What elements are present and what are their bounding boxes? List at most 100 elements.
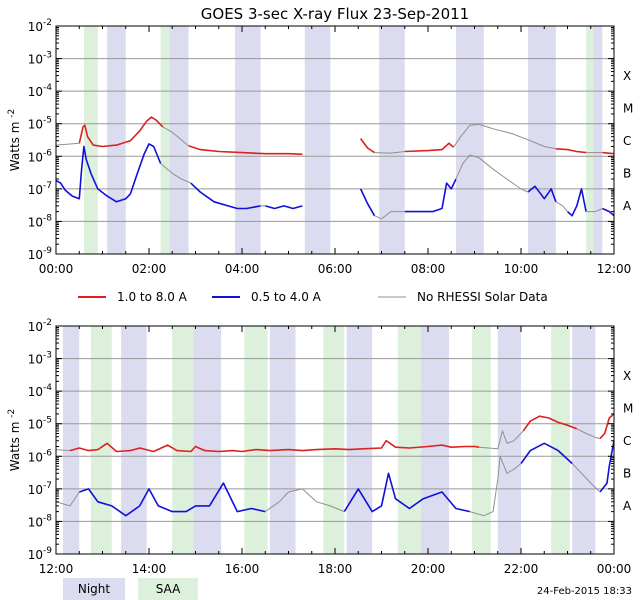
series-line bbox=[374, 211, 405, 220]
x-tick-label: 22:00 bbox=[504, 562, 539, 576]
night-band bbox=[572, 326, 596, 554]
x-tick-label: 14:00 bbox=[132, 562, 167, 576]
night-band bbox=[167, 26, 189, 254]
series-line bbox=[359, 138, 375, 154]
night-band bbox=[235, 26, 261, 254]
y-tick-label: 10-6 bbox=[28, 448, 53, 464]
x-tick-label: 04:00 bbox=[225, 262, 260, 276]
flare-class-label: X bbox=[623, 369, 631, 383]
x-tick-label: 18:00 bbox=[318, 562, 353, 576]
y-tick-label: 10-4 bbox=[28, 383, 53, 399]
series-line bbox=[520, 442, 573, 465]
series-line bbox=[79, 482, 266, 517]
night-swatch bbox=[63, 578, 125, 600]
series-line bbox=[586, 208, 603, 213]
x-tick-label: 06:00 bbox=[318, 262, 353, 276]
legend: 1.0 to 8.0 A 0.5 to 4.0 A No RHESSI Solar … bbox=[78, 290, 548, 304]
y-tick-label: 10-3 bbox=[28, 351, 52, 367]
saa-band bbox=[472, 326, 491, 554]
night-band bbox=[421, 326, 449, 554]
y-tick-exponent: -9 bbox=[43, 546, 52, 556]
series-line bbox=[555, 148, 587, 154]
y-tick-label: 10-7 bbox=[28, 181, 52, 197]
series-line bbox=[455, 154, 529, 193]
series-line bbox=[571, 463, 601, 493]
series-line bbox=[527, 185, 557, 203]
y-axis-label: Watts m -2 bbox=[7, 409, 22, 471]
y-tick-exponent: -3 bbox=[43, 51, 52, 61]
night-label: Night bbox=[78, 582, 111, 596]
panel-bottom: 10-9 10-8 10-7 10-6 10-5 10-4 10-3 10-2 A B C M X 12:… bbox=[7, 318, 633, 576]
night-band bbox=[304, 26, 331, 254]
series-line bbox=[78, 116, 164, 148]
panel-top: 10-9 10-8 10-7 10-6 10-5 10-4 10-3 10-2 A B C M X 00:… bbox=[7, 18, 633, 276]
y-tick-exponent: -6 bbox=[43, 448, 52, 458]
y-tick-label: 10-5 bbox=[28, 116, 52, 132]
x-tick-label: 12:00 bbox=[39, 562, 74, 576]
flare-class-label: C bbox=[623, 434, 631, 448]
flare-class-label: B bbox=[623, 167, 631, 181]
saa-band bbox=[397, 326, 422, 554]
series-line bbox=[188, 145, 303, 156]
x-tick-label: 10:00 bbox=[504, 262, 539, 276]
series-line bbox=[404, 142, 455, 153]
series-line bbox=[453, 123, 556, 150]
y-tick-exponent: -6 bbox=[43, 148, 52, 158]
y-tick-exponent: -8 bbox=[43, 213, 52, 223]
night-band bbox=[193, 326, 222, 554]
series-line bbox=[469, 455, 522, 517]
y-tick-label: 10-3 bbox=[28, 51, 52, 67]
y-tick-exponent: -3 bbox=[43, 351, 52, 361]
saa-band bbox=[551, 326, 570, 554]
y-tick-label: 10-9 bbox=[28, 246, 53, 262]
saa-band bbox=[323, 326, 345, 554]
series-line bbox=[265, 205, 303, 210]
saa-band bbox=[586, 26, 594, 254]
y-tick-label: 10-8 bbox=[28, 513, 53, 529]
series-line bbox=[602, 151, 615, 155]
series-line bbox=[69, 439, 480, 453]
night-band bbox=[497, 326, 521, 554]
y-tick-exponent: -5 bbox=[43, 416, 52, 426]
series-line bbox=[55, 142, 80, 146]
saa-band bbox=[172, 326, 194, 554]
saa-swatch bbox=[138, 578, 198, 600]
x-tick-label: 12:00 bbox=[597, 262, 632, 276]
footer-timestamp: 24-Feb-2015 18:33 bbox=[537, 586, 632, 597]
series-line bbox=[160, 163, 191, 184]
y-tick-exponent: -7 bbox=[43, 181, 52, 191]
saa-band bbox=[244, 326, 268, 554]
y-tick-label: 10-2 bbox=[28, 318, 52, 334]
y-tick-exponent: -7 bbox=[43, 481, 52, 491]
x-tick-label: 08:00 bbox=[411, 262, 446, 276]
series-line bbox=[404, 178, 457, 213]
x-tick-label: 20:00 bbox=[411, 562, 446, 576]
saa-band bbox=[83, 26, 98, 254]
series-line bbox=[566, 188, 587, 217]
flare-class-label: M bbox=[623, 401, 633, 415]
x-tick-label: 00:00 bbox=[597, 562, 632, 576]
y-tick-label: 10-4 bbox=[28, 83, 53, 99]
series-line bbox=[265, 488, 345, 513]
night-band bbox=[62, 326, 80, 554]
series-line bbox=[190, 182, 261, 210]
chart-title: GOES 3-sec X-ray Flux 23-Sep-2011 bbox=[201, 5, 469, 23]
series-line bbox=[55, 449, 71, 452]
y-axis-label-exponent: -2 bbox=[7, 409, 17, 418]
y-tick-exponent: -8 bbox=[43, 513, 52, 523]
flare-class-label: B bbox=[623, 467, 631, 481]
night-band bbox=[379, 26, 405, 254]
series-line bbox=[374, 151, 405, 154]
shade-legend: Night SAA bbox=[63, 578, 198, 600]
y-tick-label: 10-2 bbox=[28, 18, 52, 34]
series-line bbox=[162, 126, 189, 147]
flare-class-label: A bbox=[623, 199, 632, 213]
series-line bbox=[522, 415, 578, 432]
flare-class-label: M bbox=[623, 101, 633, 115]
flare-class-label: X bbox=[623, 69, 631, 83]
flare-class-label: C bbox=[623, 134, 631, 148]
legend-label: 0.5 to 4.0 A bbox=[251, 290, 322, 304]
y-tick-exponent: -5 bbox=[43, 116, 52, 126]
series-line bbox=[555, 201, 568, 212]
